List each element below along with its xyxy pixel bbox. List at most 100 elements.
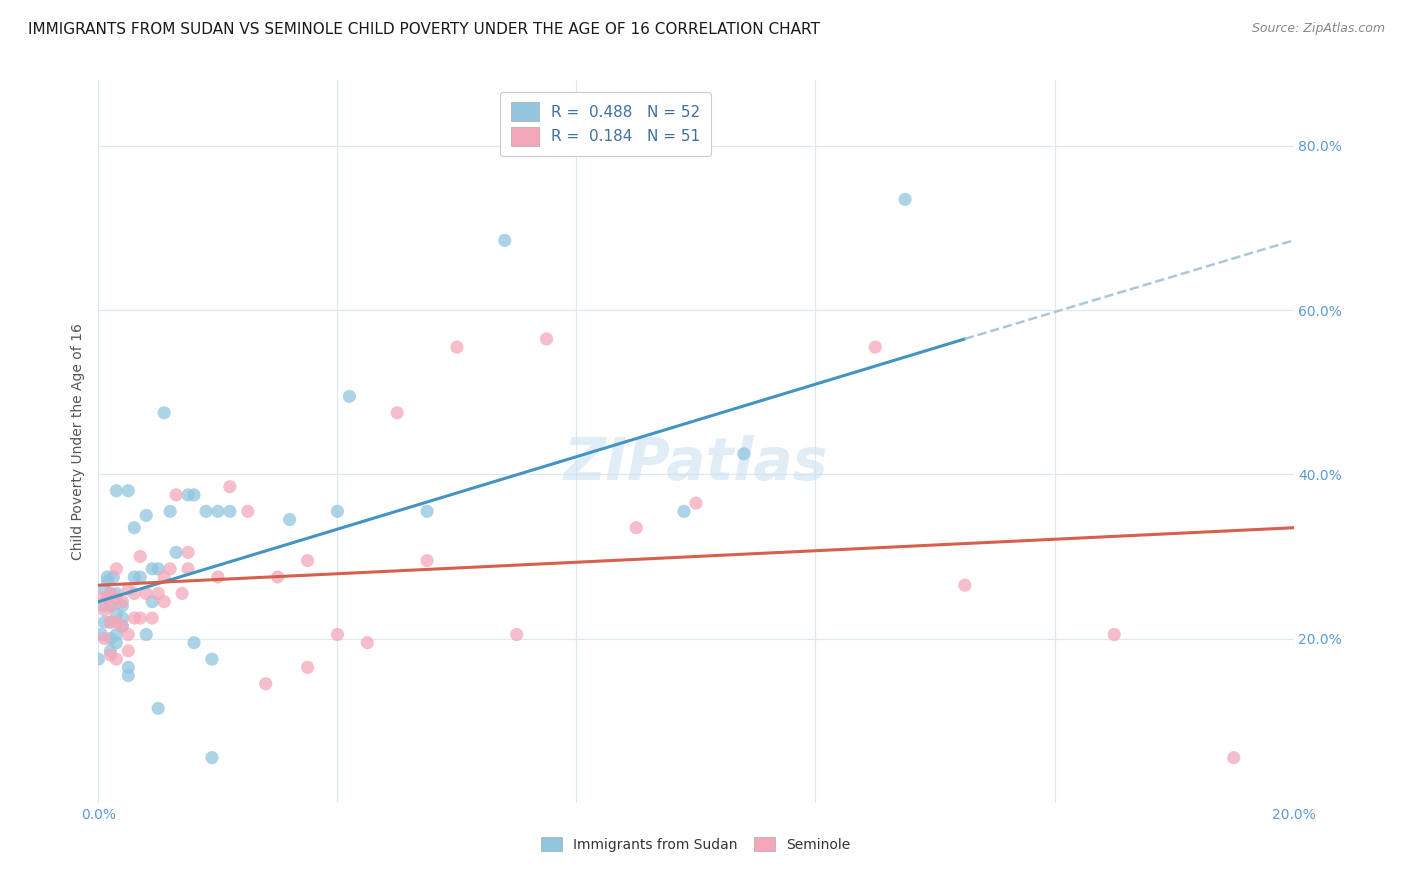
- Point: [385, 406, 409, 420]
- Point: [165, 488, 187, 502]
- Point: [135, 586, 157, 600]
- Point: [96, 570, 118, 584]
- Point: [416, 504, 439, 518]
- Text: IMMIGRANTS FROM SUDAN VS SEMINOLE CHILD POVERTY UNDER THE AGE OF 16 CORRELATION : IMMIGRANTS FROM SUDAN VS SEMINOLE CHILD …: [28, 22, 820, 37]
- Point: [326, 627, 349, 641]
- Point: [103, 570, 125, 584]
- Point: [159, 504, 181, 518]
- Point: [117, 582, 139, 597]
- Point: [105, 607, 128, 621]
- Point: [105, 483, 128, 498]
- Point: [93, 632, 115, 646]
- Point: [177, 545, 200, 559]
- Point: [124, 570, 146, 584]
- Point: [165, 545, 187, 559]
- Point: [148, 562, 170, 576]
- Point: [356, 636, 378, 650]
- Point: [93, 599, 115, 613]
- Point: [201, 750, 224, 764]
- Point: [105, 586, 128, 600]
- Point: [1104, 627, 1126, 641]
- Y-axis label: Child Poverty Under the Age of 16: Child Poverty Under the Age of 16: [72, 323, 86, 560]
- Point: [105, 615, 128, 630]
- Point: [626, 521, 648, 535]
- Point: [124, 521, 146, 535]
- Point: [93, 582, 115, 597]
- Point: [183, 636, 205, 650]
- Point: [98, 599, 122, 613]
- Point: [1223, 750, 1246, 764]
- Point: [506, 627, 529, 641]
- Point: [111, 619, 134, 633]
- Point: [153, 594, 176, 608]
- Point: [105, 591, 128, 605]
- Point: [153, 406, 176, 420]
- Point: [148, 586, 170, 600]
- Point: [93, 603, 115, 617]
- Point: [98, 615, 122, 630]
- Point: [446, 340, 468, 354]
- Point: [98, 599, 122, 613]
- Text: Source: ZipAtlas.com: Source: ZipAtlas.com: [1251, 22, 1385, 36]
- Point: [201, 652, 224, 666]
- Point: [105, 652, 128, 666]
- Point: [96, 591, 118, 605]
- Point: [117, 660, 139, 674]
- Legend: Immigrants from Sudan, Seminole: Immigrants from Sudan, Seminole: [536, 831, 856, 857]
- Point: [141, 562, 163, 576]
- Point: [98, 615, 122, 630]
- Point: [267, 570, 290, 584]
- Point: [105, 627, 128, 641]
- Point: [93, 615, 115, 630]
- Point: [865, 340, 887, 354]
- Point: [219, 480, 242, 494]
- Point: [339, 389, 361, 403]
- Point: [254, 677, 277, 691]
- Point: [219, 504, 242, 518]
- Point: [111, 594, 134, 608]
- Point: [673, 504, 696, 518]
- Point: [894, 192, 917, 206]
- Point: [111, 599, 134, 613]
- Point: [98, 632, 122, 646]
- Point: [105, 636, 128, 650]
- Point: [207, 570, 229, 584]
- Point: [159, 562, 181, 576]
- Point: [195, 504, 218, 518]
- Point: [297, 553, 319, 567]
- Point: [129, 549, 152, 564]
- Point: [733, 447, 755, 461]
- Point: [236, 504, 259, 518]
- Point: [153, 570, 176, 584]
- Point: [96, 574, 118, 588]
- Point: [326, 504, 349, 518]
- Point: [135, 627, 157, 641]
- Point: [87, 591, 110, 605]
- Point: [141, 611, 163, 625]
- Point: [98, 586, 122, 600]
- Point: [297, 660, 319, 674]
- Point: [207, 504, 229, 518]
- Text: ZIPatlas: ZIPatlas: [564, 434, 828, 491]
- Point: [117, 627, 139, 641]
- Point: [416, 553, 439, 567]
- Point: [494, 233, 516, 247]
- Point: [129, 570, 152, 584]
- Point: [177, 488, 200, 502]
- Point: [98, 644, 122, 658]
- Point: [111, 611, 134, 625]
- Point: [135, 508, 157, 523]
- Point: [111, 619, 134, 633]
- Point: [90, 627, 112, 641]
- Point: [124, 586, 146, 600]
- Point: [183, 488, 205, 502]
- Point: [117, 668, 139, 682]
- Point: [124, 611, 146, 625]
- Point: [148, 701, 170, 715]
- Point: [172, 586, 194, 600]
- Point: [98, 648, 122, 662]
- Point: [953, 578, 976, 592]
- Point: [129, 611, 152, 625]
- Point: [98, 586, 122, 600]
- Point: [141, 594, 163, 608]
